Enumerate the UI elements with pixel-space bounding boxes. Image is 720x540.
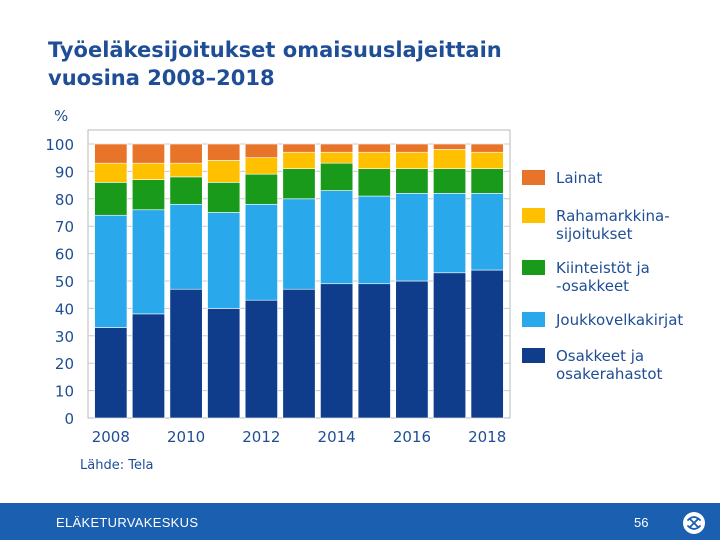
- bar-segment: [207, 308, 241, 419]
- bar-segment: [470, 269, 504, 419]
- legend-label: Kiinteistöt ja: [556, 259, 650, 277]
- x-tick-label: 2018: [468, 428, 506, 446]
- bar-segment: [244, 203, 278, 301]
- bar-segment: [94, 327, 128, 419]
- slide-title-line-1: Työeläkesijoitukset omaisuuslajeittain: [48, 38, 502, 62]
- bar-segment: [282, 198, 316, 290]
- page-number: 56: [634, 515, 649, 530]
- y-tick-label: 20: [55, 355, 74, 373]
- y-tick-label: 80: [55, 191, 74, 209]
- footer-brand: ELÄKETURVAKESKUS: [56, 515, 199, 530]
- legend-swatch: [522, 170, 545, 185]
- bar-segment: [94, 143, 128, 164]
- bar-segment: [169, 176, 203, 205]
- bar-segment: [320, 162, 354, 191]
- bar-segment: [357, 151, 391, 169]
- slide-title: Työeläkesijoitukset omaisuuslajeittain v…: [48, 36, 648, 92]
- bar-segment: [433, 193, 467, 274]
- bar-segment: [169, 203, 203, 290]
- x-tick-label: 2008: [92, 428, 130, 446]
- bar-segment: [395, 143, 429, 153]
- bar-segment: [470, 193, 504, 271]
- bar-segment: [282, 143, 316, 153]
- bar-segment: [395, 193, 429, 282]
- bar-segment: [470, 143, 504, 153]
- x-tick-label: 2014: [318, 428, 356, 446]
- legend-label: -osakkeet: [556, 277, 629, 295]
- y-axis-label: %: [54, 107, 68, 125]
- bar-segment: [433, 149, 467, 169]
- legend-label: osakerahastot: [556, 365, 662, 383]
- bar-segment: [94, 182, 128, 216]
- bar-segment: [169, 143, 203, 164]
- y-tick-label: 40: [55, 300, 74, 318]
- bar-segment: [131, 143, 165, 164]
- bar-segment: [357, 168, 391, 197]
- legend-label: sijoitukset: [556, 225, 633, 243]
- bar-segment: [320, 151, 354, 164]
- legend-swatch: [522, 208, 545, 223]
- bar-segment: [131, 162, 165, 180]
- bar-segment: [94, 214, 128, 328]
- y-tick-label: 30: [55, 328, 74, 346]
- bar-segment: [433, 143, 467, 150]
- legend-label: Lainat: [556, 169, 602, 187]
- bar-segment: [207, 160, 241, 183]
- legend-label: Joukkovelkakirjat: [555, 311, 683, 329]
- legend-label: Osakkeet ja: [556, 347, 644, 365]
- footer-bar: ELÄKETURVAKESKUS 56: [0, 503, 720, 540]
- bar-segment: [244, 299, 278, 419]
- bar-segment: [470, 151, 504, 169]
- etk-logo-icon: [683, 512, 705, 534]
- bar-segment: [244, 173, 278, 205]
- bar-segment: [433, 272, 467, 419]
- bar-segment: [131, 209, 165, 315]
- bar-segment: [282, 151, 316, 169]
- x-tick-label: 2010: [167, 428, 205, 446]
- bar-segment: [131, 179, 165, 211]
- bar-segment: [395, 151, 429, 169]
- bar-segment: [282, 288, 316, 419]
- bar-segment: [207, 143, 241, 161]
- y-tick-label: 10: [55, 383, 74, 401]
- y-tick-label: 100: [45, 136, 74, 154]
- bar-segment: [244, 143, 278, 158]
- bar-segment: [395, 280, 429, 419]
- bar-segment: [207, 182, 241, 213]
- y-tick-label: 0: [64, 410, 74, 428]
- bar-segment: [169, 288, 203, 419]
- bar-segment: [282, 168, 316, 200]
- legend-swatch: [522, 348, 545, 363]
- bar-segment: [320, 190, 354, 285]
- legend-swatch: [522, 312, 545, 327]
- bar-segment: [357, 195, 391, 285]
- bar-segment: [395, 168, 429, 194]
- stacked-bar-chart: 0 10 20 30 40 50 60 70 80 90 100% 2008 2010 2012 2014 2…: [45, 107, 683, 473]
- x-tick-label: 2016: [393, 428, 431, 446]
- legend-swatch: [522, 260, 545, 275]
- bar-segment: [320, 283, 354, 419]
- bar-segment: [94, 162, 128, 183]
- bar-segment: [357, 143, 391, 153]
- bar-segment: [320, 143, 354, 153]
- bar-segment: [470, 168, 504, 194]
- bar-segment: [244, 157, 278, 175]
- x-tick-label: 2012: [242, 428, 280, 446]
- bar-segment: [357, 283, 391, 419]
- y-tick-label: 60: [55, 246, 74, 264]
- y-tick-label: 70: [55, 218, 74, 236]
- chart-source: Lähde: Tela: [80, 458, 154, 473]
- legend-label: Rahamarkkina-: [556, 207, 670, 225]
- bar-segment: [207, 212, 241, 309]
- bar-segment: [433, 168, 467, 194]
- bar-segment: [131, 313, 165, 419]
- y-tick-label: 50: [55, 273, 74, 291]
- slide-title-line-2: vuosina 2008–2018: [48, 66, 275, 90]
- bar-segment: [169, 162, 203, 178]
- y-tick-label: 90: [55, 163, 74, 181]
